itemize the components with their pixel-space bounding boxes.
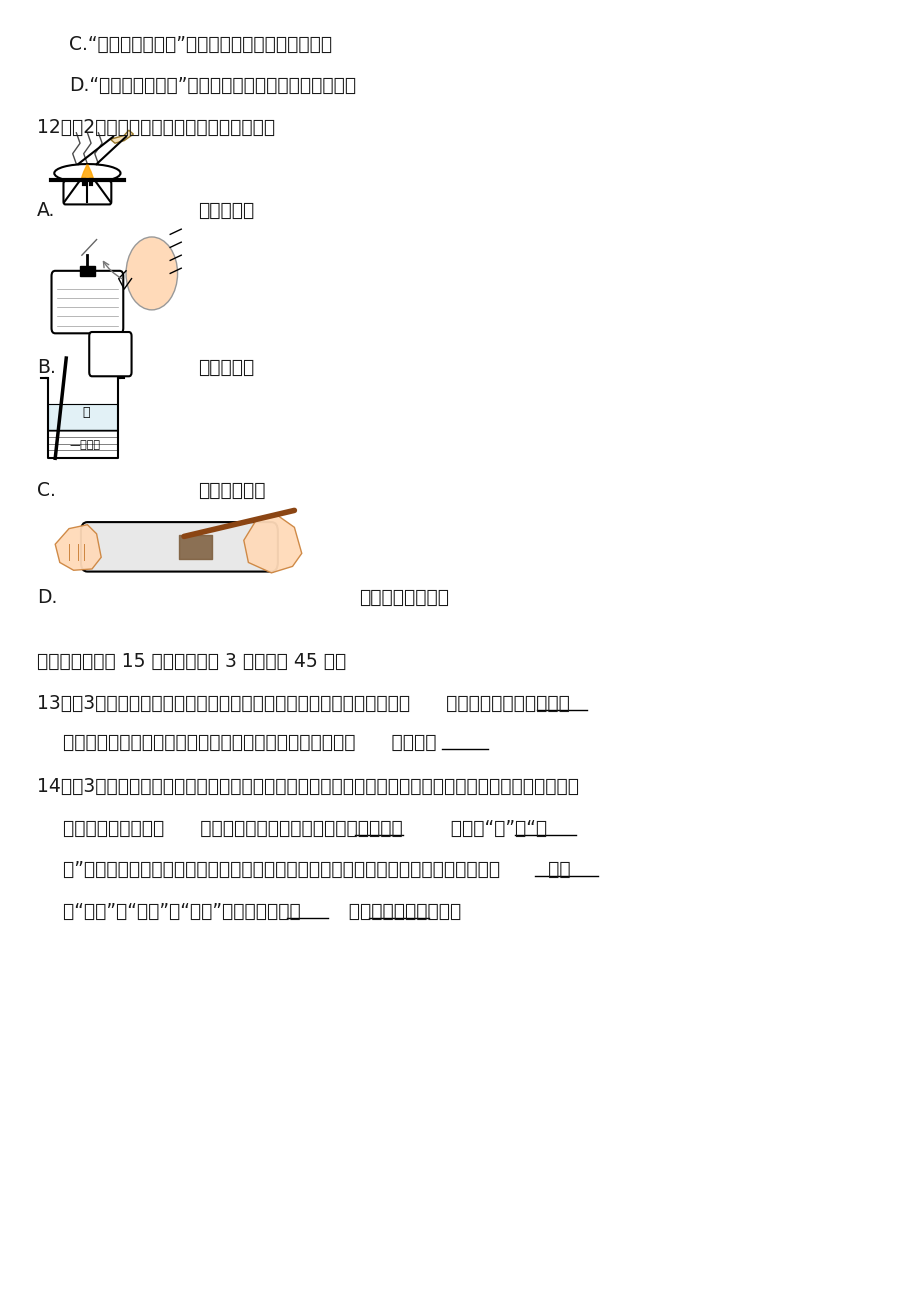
Polygon shape [110, 130, 133, 143]
FancyBboxPatch shape [63, 181, 111, 204]
FancyBboxPatch shape [89, 332, 131, 376]
Circle shape [126, 237, 177, 310]
Text: 大的圆盘，这是为了      ；刑着陆的瑞间着陆器周围尘土飞扬，这        （选填“能”或“不: 大的圆盘，这是为了 ；刑着陆的瑞间着陆器周围尘土飞扬，这 （选填“能”或“不 [62, 819, 546, 837]
Text: 浓硫酸的稀释: 浓硫酸的稀释 [198, 482, 265, 500]
Text: 息灭酒精灯: 息灭酒精灯 [198, 358, 254, 376]
FancyBboxPatch shape [81, 522, 278, 572]
Text: A.: A. [37, 202, 55, 220]
Text: D.: D. [37, 589, 57, 607]
Text: 能”）说明分子在做无规则运动；火星表面有稀薄的空气，在降落过程中着陆器的机械能        （选: 能”）说明分子在做无规则运动；火星表面有稀薄的空气，在降落过程中着陆器的机械能 … [62, 861, 570, 879]
Text: C.“添得醒来风韵美”中的食醒是一种常用的调味品: C.“添得醒来风韵美”中的食醒是一种常用的调味品 [69, 35, 332, 53]
Text: 移走蒸发皿: 移走蒸发皿 [198, 202, 254, 220]
Ellipse shape [54, 164, 120, 182]
Text: 粉末状药品的取用: 粉末状药品的取用 [358, 589, 448, 607]
Text: 13．（3分）家庭中如果同时使用几个大功率用电器，很容易造成导线中      过大而发生火灾，也有人: 13．（3分）家庭中如果同时使用几个大功率用电器，很容易造成导线中 过大而发生火… [37, 694, 569, 712]
Text: 二、填空题（共 15 小题，每小题 3 分，满分 45 分）: 二、填空题（共 15 小题，每小题 3 分，满分 45 分） [37, 652, 346, 671]
Text: 填“增大”、“不变”或“减小”）；地面是通过        遥控使降落伞张开的。: 填“增大”、“不变”或“减小”）；地面是通过 遥控使降落伞张开的。 [62, 902, 460, 921]
Text: —浓硫酸: —浓硫酸 [69, 440, 100, 450]
Polygon shape [80, 266, 95, 276]
Text: 14．（3分）如图，天问号火星探测器准备登陆火星表面，着陆器设计了四个脚、每个脚上都安装了一个较: 14．（3分）如图，天问号火星探测器准备登陆火星表面，着陆器设计了四个脚、每个脚… [37, 777, 578, 796]
Text: B.: B. [37, 358, 56, 376]
Text: D.“烈火戚烧若等闲”是指挛烧石灰石，发生了化学变化: D.“烈火戚烧若等闲”是指挛烧石灰石，发生了化学变化 [69, 77, 356, 95]
Polygon shape [55, 525, 101, 570]
Text: 12．（2分）如图实验操作正确的是（　　）: 12．（2分）如图实验操作正确的是（ ） [37, 118, 275, 137]
FancyBboxPatch shape [51, 271, 123, 333]
Polygon shape [244, 514, 301, 573]
Text: 水: 水 [83, 406, 90, 419]
Polygon shape [81, 164, 94, 180]
Text: C.: C. [37, 482, 56, 500]
Text: 忘记切断火炉电源而发生火灾，所以我们要树立节约用电、      的意识。: 忘记切断火炉电源而发生火灾，所以我们要树立节约用电、 的意识。 [62, 733, 436, 751]
